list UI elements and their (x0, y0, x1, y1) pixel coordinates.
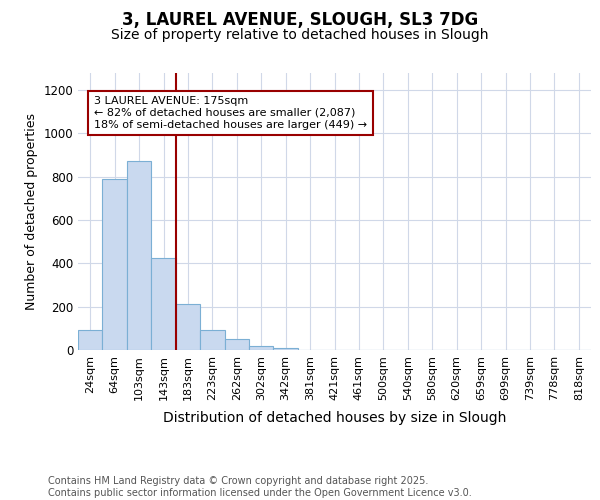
Bar (224, 339, 249, 350)
Bar (176, 304, 200, 350)
Text: Contains HM Land Registry data © Crown copyright and database right 2025.
Contai: Contains HM Land Registry data © Crown c… (48, 476, 472, 498)
Text: Size of property relative to detached houses in Slough: Size of property relative to detached ho… (111, 28, 489, 42)
Bar (249, 346, 274, 350)
Bar (200, 330, 224, 350)
Y-axis label: Number of detached properties: Number of detached properties (25, 113, 38, 310)
X-axis label: Distribution of detached houses by size in Slough: Distribution of detached houses by size … (163, 411, 506, 425)
Bar (103, 178, 127, 350)
Text: 3 LAUREL AVENUE: 175sqm
← 82% of detached houses are smaller (2,087)
18% of semi: 3 LAUREL AVENUE: 175sqm ← 82% of detache… (94, 96, 367, 130)
Text: 3, LAUREL AVENUE, SLOUGH, SL3 7DG: 3, LAUREL AVENUE, SLOUGH, SL3 7DG (122, 11, 478, 29)
Bar (78, 330, 103, 350)
Bar (151, 258, 176, 350)
Bar (127, 162, 151, 350)
Bar (274, 348, 298, 350)
